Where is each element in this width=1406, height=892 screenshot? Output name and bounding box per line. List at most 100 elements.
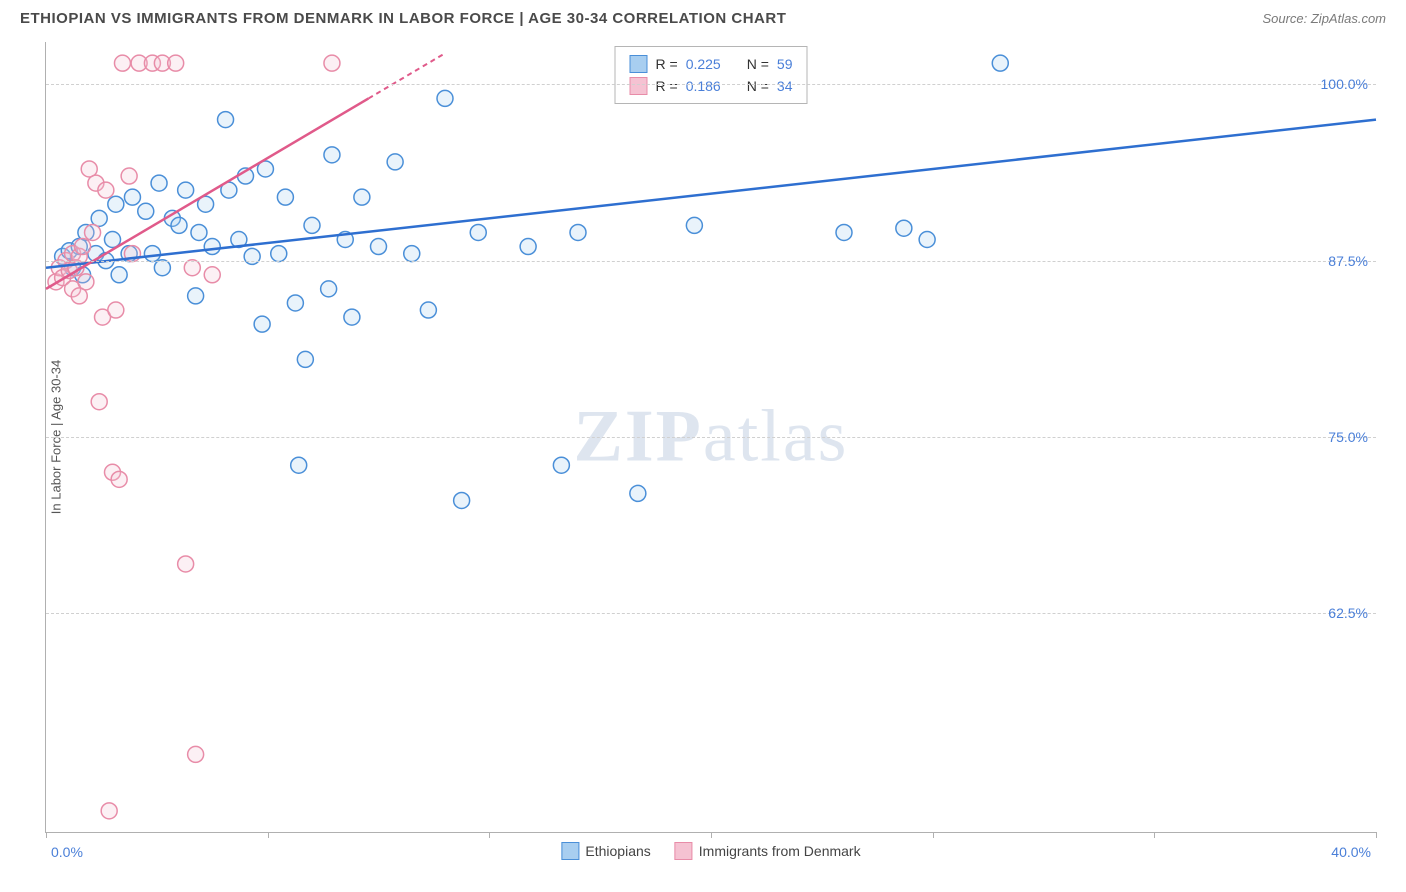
bottom-legend: Ethiopians Immigrants from Denmark bbox=[561, 842, 860, 860]
scatter-point bbox=[324, 147, 340, 163]
scatter-point bbox=[111, 267, 127, 283]
legend-row: R = 0.225 N = 59 bbox=[630, 53, 793, 75]
y-tick-label: 87.5% bbox=[1328, 253, 1368, 269]
legend-swatch bbox=[630, 77, 648, 95]
legend-swatch bbox=[675, 842, 693, 860]
x-tick bbox=[1154, 832, 1155, 838]
scatter-point bbox=[404, 246, 420, 262]
y-tick-label: 62.5% bbox=[1328, 605, 1368, 621]
legend-row: R = 0.186 N = 34 bbox=[630, 75, 793, 97]
bottom-legend-label: Immigrants from Denmark bbox=[699, 843, 861, 859]
scatter-point bbox=[204, 267, 220, 283]
scatter-point bbox=[570, 224, 586, 240]
legend-n-value: 34 bbox=[777, 78, 793, 94]
x-tick bbox=[1376, 832, 1377, 838]
scatter-point bbox=[287, 295, 303, 311]
scatter-point bbox=[520, 239, 536, 255]
gridline-horizontal bbox=[46, 261, 1376, 262]
scatter-point bbox=[204, 239, 220, 255]
bottom-legend-item: Ethiopians bbox=[561, 842, 650, 860]
scatter-point bbox=[454, 492, 470, 508]
trend-line-dashed bbox=[369, 53, 445, 98]
chart-container: ETHIOPIAN VS IMMIGRANTS FROM DENMARK IN … bbox=[0, 0, 1406, 892]
scatter-point bbox=[254, 316, 270, 332]
scatter-point bbox=[75, 239, 91, 255]
legend-r-value: 0.186 bbox=[686, 78, 721, 94]
chart-title: ETHIOPIAN VS IMMIGRANTS FROM DENMARK IN … bbox=[20, 10, 786, 27]
scatter-point bbox=[154, 260, 170, 276]
legend-swatch bbox=[630, 55, 648, 73]
scatter-point bbox=[188, 746, 204, 762]
x-tick bbox=[711, 832, 712, 838]
scatter-point bbox=[244, 248, 260, 264]
scatter-point bbox=[686, 217, 702, 233]
scatter-point bbox=[114, 55, 130, 71]
scatter-point bbox=[124, 189, 140, 205]
x-tick-label-max: 40.0% bbox=[1331, 844, 1371, 860]
legend-n-label: N = bbox=[747, 56, 769, 72]
plot-area: In Labor Force | Age 30-34 ZIPatlas R =0… bbox=[45, 42, 1376, 833]
scatter-point bbox=[188, 288, 204, 304]
scatter-point bbox=[291, 457, 307, 473]
scatter-point bbox=[420, 302, 436, 318]
bottom-legend-item: Immigrants from Denmark bbox=[675, 842, 861, 860]
scatter-point bbox=[138, 203, 154, 219]
x-tick-label-min: 0.0% bbox=[51, 844, 83, 860]
scatter-point bbox=[344, 309, 360, 325]
scatter-point bbox=[218, 112, 234, 128]
scatter-point bbox=[98, 182, 114, 198]
x-tick bbox=[489, 832, 490, 838]
gridline-horizontal bbox=[46, 437, 1376, 438]
title-bar: ETHIOPIAN VS IMMIGRANTS FROM DENMARK IN … bbox=[20, 10, 1386, 27]
scatter-point bbox=[470, 224, 486, 240]
scatter-point bbox=[354, 189, 370, 205]
scatter-point bbox=[168, 55, 184, 71]
scatter-point bbox=[896, 220, 912, 236]
x-tick bbox=[933, 832, 934, 838]
scatter-point bbox=[178, 556, 194, 572]
scatter-point bbox=[553, 457, 569, 473]
scatter-point bbox=[191, 224, 207, 240]
scatter-point bbox=[304, 217, 320, 233]
y-tick-label: 75.0% bbox=[1328, 429, 1368, 445]
scatter-point bbox=[184, 260, 200, 276]
gridline-horizontal bbox=[46, 84, 1376, 85]
scatter-point bbox=[111, 471, 127, 487]
scatter-point bbox=[321, 281, 337, 297]
x-tick bbox=[268, 832, 269, 838]
gridline-horizontal bbox=[46, 613, 1376, 614]
scatter-point bbox=[324, 55, 340, 71]
scatter-point bbox=[108, 302, 124, 318]
scatter-point bbox=[371, 239, 387, 255]
legend-r-label: R = bbox=[656, 78, 678, 94]
scatter-point bbox=[144, 246, 160, 262]
scatter-point bbox=[297, 351, 313, 367]
legend-swatch bbox=[561, 842, 579, 860]
legend-r-label: R = bbox=[656, 56, 678, 72]
legend-box: R = 0.225 N = 59 R = 0.186 N = 34 bbox=[615, 46, 808, 104]
scatter-point bbox=[78, 274, 94, 290]
scatter-point bbox=[91, 394, 107, 410]
bottom-legend-label: Ethiopians bbox=[585, 843, 650, 859]
scatter-point bbox=[85, 224, 101, 240]
legend-n-label: N = bbox=[747, 78, 769, 94]
legend-n-value: 59 bbox=[777, 56, 793, 72]
scatter-point bbox=[108, 196, 124, 212]
scatter-point bbox=[151, 175, 167, 191]
scatter-point bbox=[277, 189, 293, 205]
scatter-point bbox=[437, 90, 453, 106]
scatter-point bbox=[101, 803, 117, 819]
scatter-point bbox=[387, 154, 403, 170]
scatter-point bbox=[919, 232, 935, 248]
scatter-point bbox=[992, 55, 1008, 71]
scatter-point bbox=[171, 217, 187, 233]
source-attribution: Source: ZipAtlas.com bbox=[1262, 11, 1386, 26]
scatter-point bbox=[121, 168, 137, 184]
scatter-point bbox=[630, 485, 646, 501]
scatter-point bbox=[178, 182, 194, 198]
legend-r-value: 0.225 bbox=[686, 56, 721, 72]
scatter-point bbox=[271, 246, 287, 262]
scatter-point bbox=[836, 224, 852, 240]
trend-line bbox=[46, 120, 1376, 268]
y-tick-label: 100.0% bbox=[1321, 76, 1368, 92]
